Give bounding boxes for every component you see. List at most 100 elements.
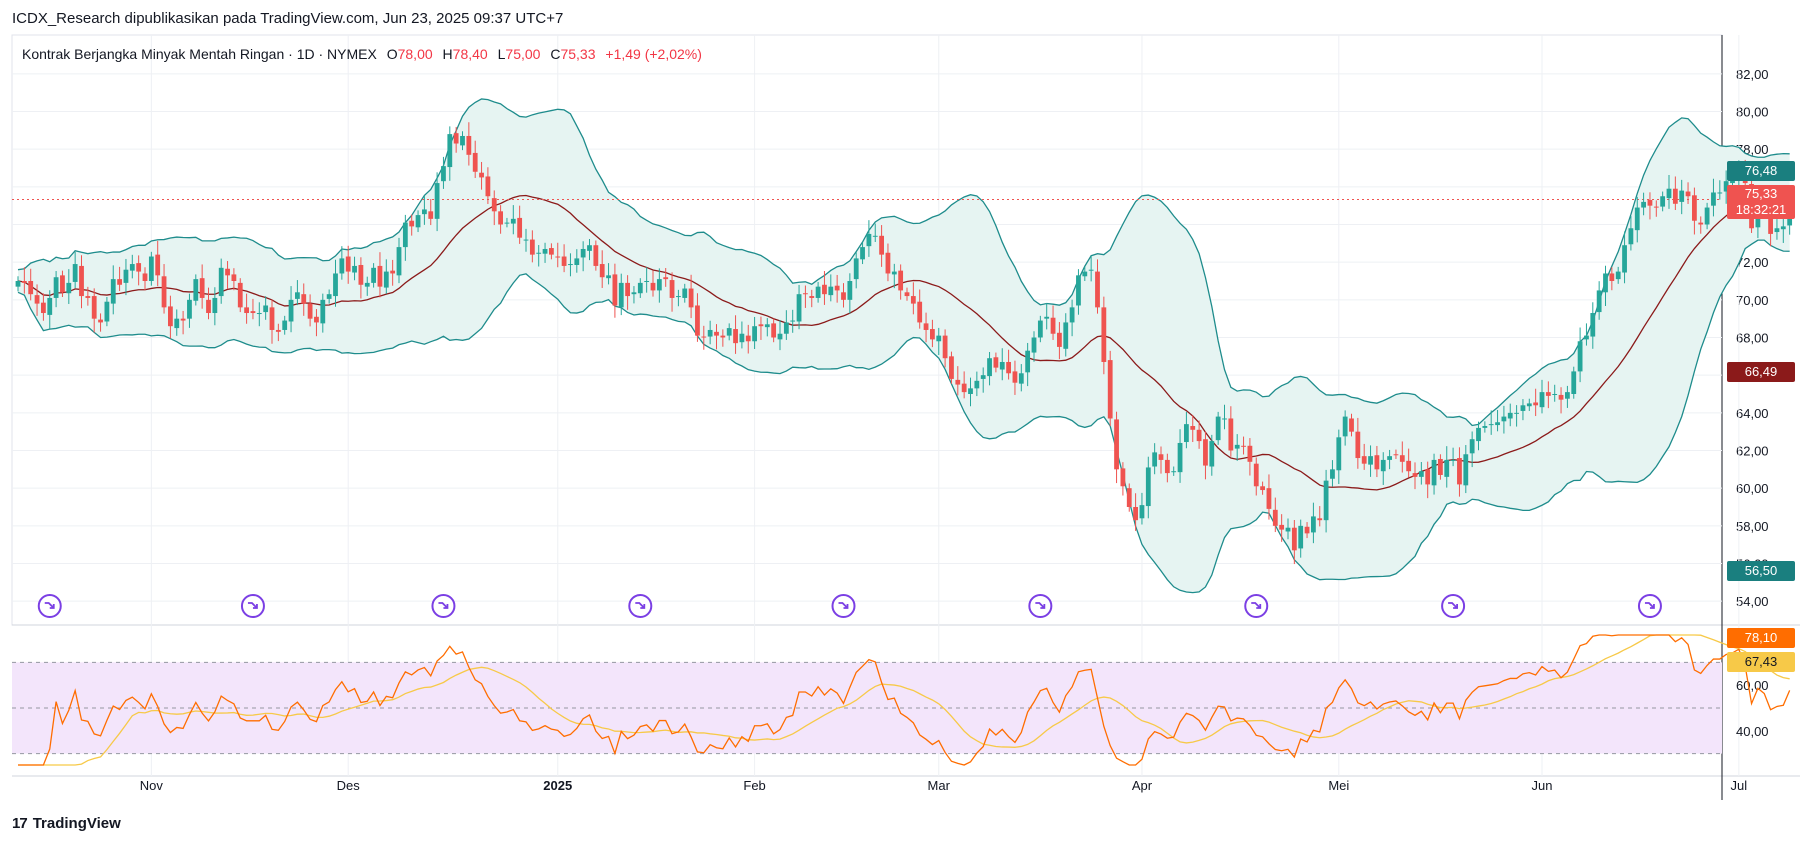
candle-body — [968, 388, 973, 394]
candle-body — [34, 295, 40, 304]
bollinger-band-fill — [18, 98, 1790, 593]
candle-body — [129, 264, 135, 271]
change-value: +1,49 (+2,02%) — [605, 46, 702, 62]
candle-body — [1260, 486, 1265, 491]
candle-body — [1457, 458, 1462, 485]
candle-body — [1431, 459, 1437, 486]
candle-body — [1171, 471, 1177, 473]
candle-body — [606, 275, 611, 279]
candle-body — [758, 324, 764, 327]
candle-body — [1037, 320, 1043, 338]
candle-body — [574, 258, 580, 265]
candle-body — [790, 320, 796, 322]
candle-body — [1336, 437, 1342, 471]
candle-body — [676, 296, 681, 298]
candle-body — [1774, 228, 1780, 233]
candle-body — [1012, 371, 1018, 383]
candle-body — [669, 280, 675, 298]
candle-body — [1653, 206, 1659, 208]
candle-body — [53, 277, 59, 298]
candle-body — [1488, 424, 1494, 426]
candle-body — [1634, 207, 1640, 231]
candle-body — [1145, 467, 1151, 507]
candle-body — [326, 294, 332, 299]
candle-body — [688, 288, 694, 308]
candle-body — [625, 282, 630, 297]
footer-brand[interactable]: 17 TradingView — [12, 815, 121, 832]
candle-body — [1545, 392, 1551, 396]
candle-body — [644, 281, 650, 282]
candle-body — [148, 256, 154, 281]
candle-body — [1361, 456, 1367, 464]
x-tick-label: Des — [337, 778, 361, 793]
candle-body — [1311, 516, 1316, 533]
high-label: H — [442, 46, 453, 62]
candle-body — [199, 278, 205, 298]
candle-body — [1374, 455, 1380, 470]
bollinger-upper-line — [17, 98, 1790, 427]
candle-body — [860, 247, 865, 260]
candle-body — [479, 172, 484, 178]
candle-body — [917, 301, 923, 323]
upper-band-badge: 76,48 — [1727, 161, 1795, 181]
candle-body — [1120, 468, 1126, 487]
candle-body — [930, 329, 935, 340]
candle-body — [1139, 505, 1145, 519]
candle-body — [358, 264, 364, 285]
candle-body — [79, 265, 84, 297]
bollinger-lower-line — [17, 239, 1790, 594]
candle-body — [1482, 426, 1488, 428]
candle-body — [1387, 456, 1392, 460]
candle-body — [1164, 459, 1170, 474]
candle-body — [1266, 488, 1272, 509]
candle-body — [879, 235, 884, 255]
y-tick-label: 64,00 — [1736, 406, 1769, 421]
candle-body — [307, 303, 313, 319]
candle-body — [796, 294, 802, 322]
candle-body — [1393, 454, 1399, 456]
candle-body — [1342, 416, 1348, 437]
candle-body — [1253, 463, 1259, 487]
symbol-title: Kontrak Berjangka Minyak Mentah Ringan ·… — [22, 46, 377, 62]
candle-body — [955, 379, 961, 385]
event-marker-icon — [1244, 594, 1269, 618]
candle-body — [1272, 509, 1278, 526]
candle-body — [714, 331, 719, 336]
candle-body — [593, 245, 599, 266]
candle-body — [1025, 350, 1031, 373]
candle-body — [1184, 424, 1189, 443]
candle-body — [174, 318, 180, 329]
candle-body — [1565, 392, 1570, 399]
candle-body — [847, 281, 853, 300]
publisher-header: ICDX_Research dipublikasikan pada Tradin… — [12, 10, 564, 27]
candle-body — [777, 333, 783, 340]
candle-body — [1368, 456, 1373, 465]
candle-body — [1323, 480, 1329, 521]
candle-body — [237, 282, 243, 308]
candle-body — [1647, 200, 1653, 206]
candle-body — [98, 319, 103, 323]
x-tick-label: Feb — [743, 778, 765, 793]
x-tick-label: Mar — [928, 778, 951, 793]
event-arrow-icon — [44, 602, 55, 609]
candle-body — [612, 274, 618, 306]
candle-body — [663, 277, 669, 280]
candle-body — [898, 270, 904, 291]
candle-body — [910, 296, 916, 304]
candle-body — [396, 247, 402, 276]
candle-body — [1088, 269, 1094, 271]
candle-body — [231, 274, 237, 281]
candle-body — [1692, 195, 1697, 221]
candle-body — [1095, 271, 1100, 308]
candle-body — [803, 293, 808, 295]
candle-body — [1406, 460, 1412, 472]
candle-body — [1152, 452, 1158, 467]
candle-body — [434, 183, 440, 219]
candle-body — [1082, 271, 1088, 277]
candle-body — [1222, 418, 1227, 420]
candle-body — [999, 361, 1005, 370]
tradingview-logo-icon: 17 — [12, 815, 28, 832]
candle-body — [561, 256, 567, 266]
candle-body — [1050, 317, 1056, 334]
